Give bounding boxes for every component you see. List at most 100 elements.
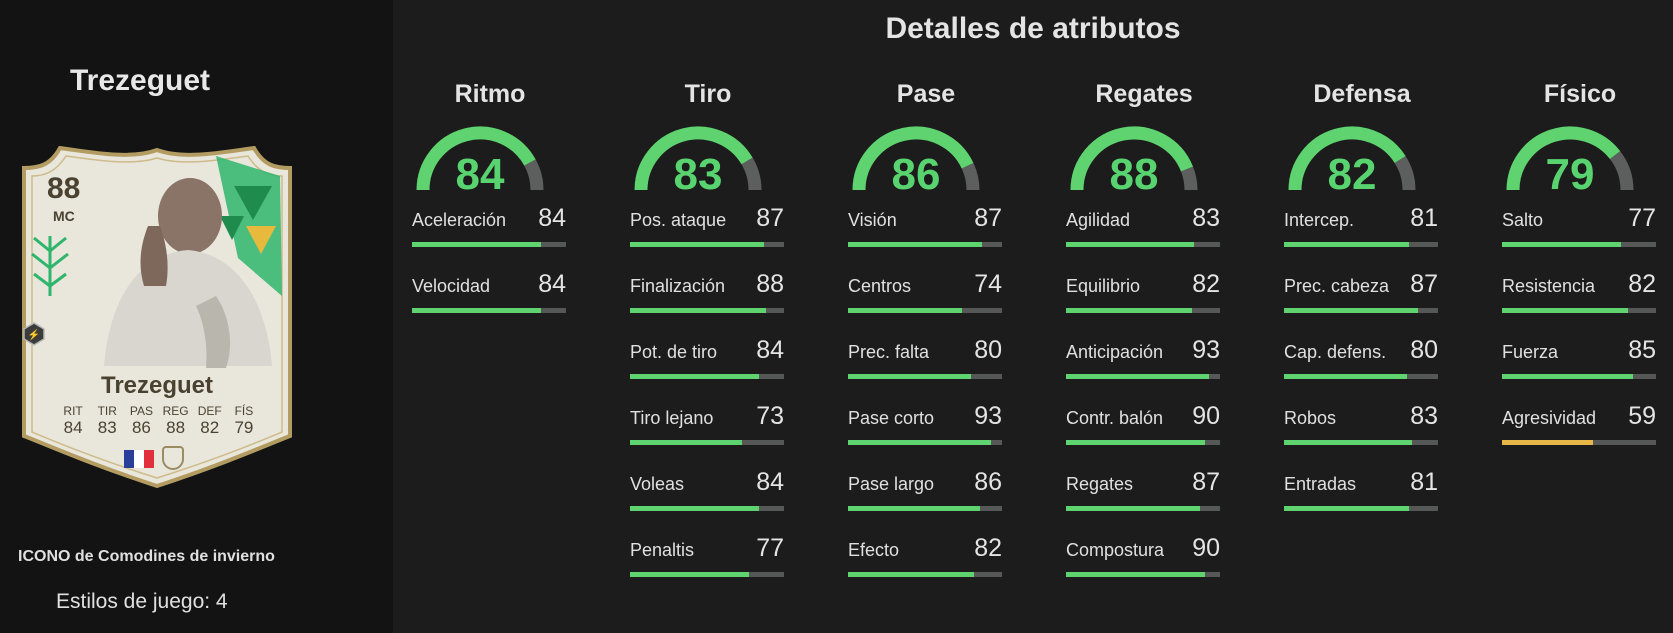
category-title: Ritmo <box>454 80 526 108</box>
item-type-label: ICONO de Comodines de invierno <box>18 548 275 565</box>
category-title: Físico <box>1543 80 1617 108</box>
gauge-fill <box>634 126 753 191</box>
stat-bar-track <box>1284 440 1438 445</box>
stat-row: Compostura 90 <box>1064 532 1224 598</box>
stat-row: Agresividad 59 <box>1500 400 1660 466</box>
playstyles-count: Estilos de juego: 4 <box>56 590 228 613</box>
stat-value: 93 <box>1192 336 1220 364</box>
stat-name: Efecto <box>848 540 900 560</box>
stat-name: Tiro lejano <box>630 408 714 428</box>
category-value: 88 <box>1109 150 1159 199</box>
stat-value: 93 <box>974 402 1002 430</box>
stat-bar-track <box>412 308 566 313</box>
card-stats: RIT TIR PAS REG DEF FÍS 84 83 86 88 82 7… <box>56 404 261 438</box>
player-card[interactable]: 88 MC Trezeguet RIT TIR PAS REG DEF FÍS … <box>20 146 294 490</box>
category-column: Ritmo 84 Aceleración 84 Velocidad 84 <box>410 80 570 334</box>
stat-name: Regates <box>1066 474 1134 494</box>
stat-bar-fill <box>630 374 760 379</box>
card-stat-value: 82 <box>200 418 220 437</box>
category-value: 79 <box>1545 150 1595 199</box>
gauge-track <box>524 159 544 191</box>
stat-name: Prec. falta <box>848 342 930 362</box>
stat-value: 87 <box>1192 468 1220 496</box>
stat-row: Agilidad 83 <box>1064 202 1224 268</box>
stat-bar-track <box>1502 440 1656 445</box>
stat-value: 82 <box>1192 270 1220 298</box>
category-column: Pase 86 Visión 87 Centros 74 Prec. falta 80 Pase… <box>846 80 1006 598</box>
stat-bar-track <box>1066 440 1220 445</box>
stat-bar-fill <box>1284 506 1409 511</box>
card-stat-label: REG <box>162 404 189 418</box>
stat-value: 83 <box>1410 402 1438 430</box>
chemistry-style-icon: ⚡ <box>23 322 45 346</box>
stat-bar-fill <box>630 308 766 313</box>
stat-value: 86 <box>974 468 1002 496</box>
stat-bar-track <box>630 572 784 577</box>
gauge-track <box>1180 166 1198 191</box>
stat-value: 90 <box>1192 402 1220 430</box>
stat-row: Robos 83 <box>1282 400 1442 466</box>
card-stat-value: 86 <box>131 418 151 437</box>
stat-row: Voleas 84 <box>628 466 788 532</box>
stat-bar-fill <box>848 506 981 511</box>
stat-row: Visión 87 <box>846 202 1006 268</box>
stat-name: Centros <box>848 276 912 296</box>
stat-bar-fill <box>1066 374 1210 379</box>
stat-value: 80 <box>974 336 1002 364</box>
stat-bar-track <box>630 308 784 313</box>
stat-name: Salto <box>1502 210 1544 230</box>
stat-row: Tiro lejano 73 <box>628 400 788 466</box>
category-title: Pase <box>896 80 956 108</box>
stat-value: 77 <box>1628 204 1656 232</box>
stat-bar-fill <box>848 308 962 313</box>
stat-value: 84 <box>756 336 784 364</box>
stat-row: Equilibrio 82 <box>1064 268 1224 334</box>
card-background <box>22 146 292 489</box>
stat-bar-fill <box>1284 374 1408 379</box>
stat-row: Regates 87 <box>1064 466 1224 532</box>
gauge-fill <box>1070 126 1194 191</box>
stat-bar-track <box>848 440 1002 445</box>
category-title: Tiro <box>684 80 732 108</box>
stat-row: Velocidad 84 <box>410 268 570 334</box>
stat-bar-track <box>630 506 784 511</box>
category-gauge: 82 <box>1282 120 1442 202</box>
stat-bar-fill <box>630 440 743 445</box>
stat-row: Centros 74 <box>846 268 1006 334</box>
card-player-name: Trezeguet <box>100 372 214 399</box>
stat-value: 88 <box>756 270 784 298</box>
category-column: Tiro 83 Pos. ataque 87 Finalización 88 Pot. de… <box>628 80 788 598</box>
stat-bar-track <box>848 374 1002 379</box>
stat-bar-track <box>1502 374 1656 379</box>
gauge-fill <box>852 126 974 191</box>
stat-name: Entradas <box>1284 474 1357 494</box>
card-stat-value: 83 <box>97 418 117 437</box>
stat-bar-fill <box>1502 374 1633 379</box>
stat-name: Pase largo <box>848 474 935 494</box>
stat-bar-track <box>630 374 784 379</box>
category-gauge: 88 <box>1064 120 1224 202</box>
stat-row: Pot. de tiro 84 <box>628 334 788 400</box>
stat-bar-fill <box>630 506 760 511</box>
stat-name: Aceleración <box>412 210 507 230</box>
stat-name: Agresividad <box>1502 408 1597 428</box>
stat-value: 87 <box>1410 270 1438 298</box>
stat-bar-track <box>412 242 566 247</box>
stat-bar-track <box>1284 308 1438 313</box>
stat-row: Aceleración 84 <box>410 202 570 268</box>
stat-value: 81 <box>1410 468 1438 496</box>
stat-bar-track <box>1284 242 1438 247</box>
category-value: 83 <box>673 150 723 199</box>
stat-bar-track <box>848 308 1002 313</box>
gauge-fill <box>1288 126 1406 191</box>
stat-row: Entradas 81 <box>1282 466 1442 532</box>
stat-value: 74 <box>974 270 1002 298</box>
category-gauge: 79 <box>1500 120 1660 202</box>
gauge-fill <box>416 126 536 191</box>
stat-bar-track <box>848 506 1002 511</box>
stat-bar-fill <box>630 572 749 577</box>
stat-name: Fuerza <box>1502 342 1559 362</box>
stat-bar-fill <box>848 374 972 379</box>
stat-row: Pase corto 93 <box>846 400 1006 466</box>
stat-bar-track <box>1066 308 1220 313</box>
